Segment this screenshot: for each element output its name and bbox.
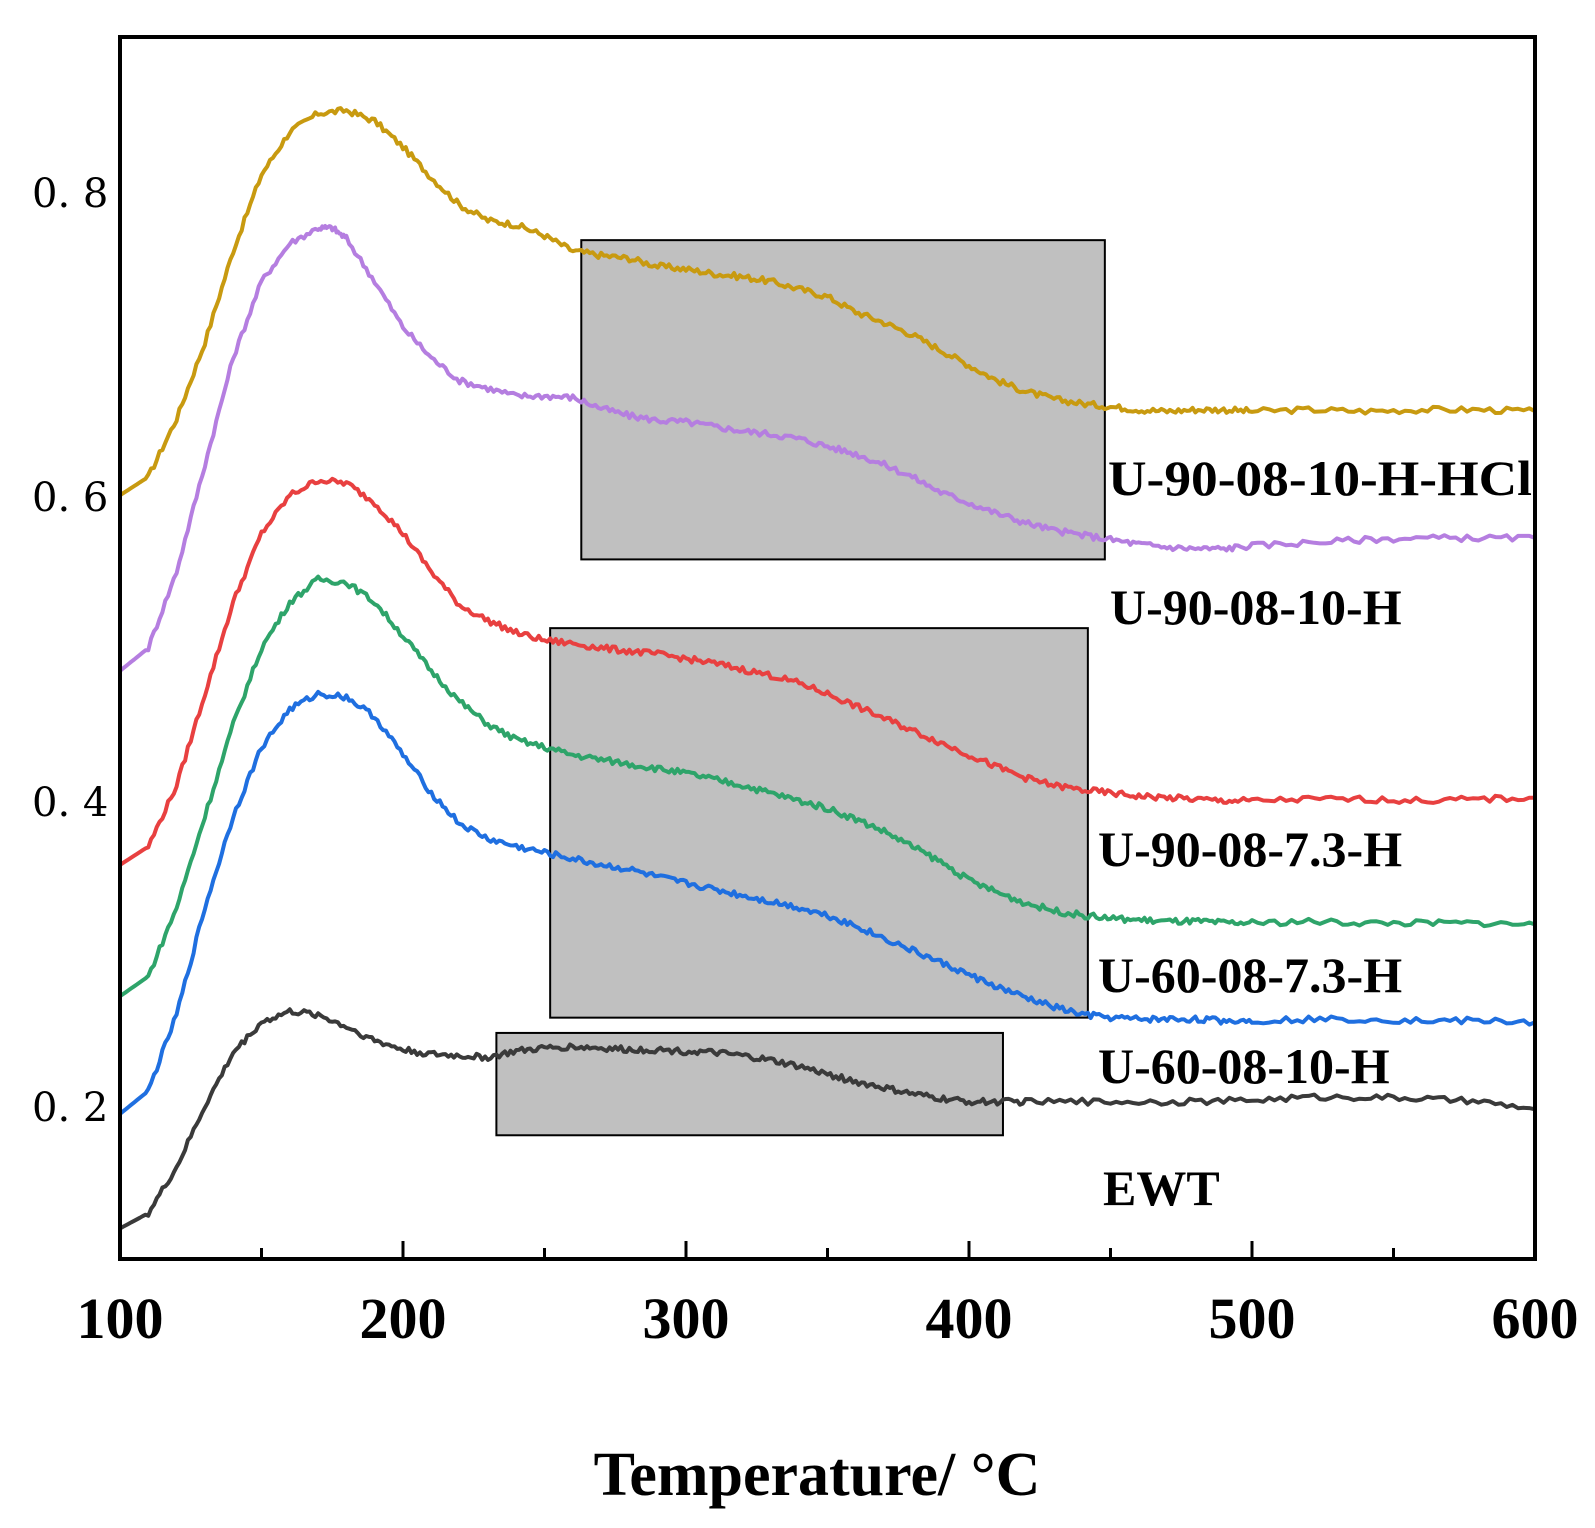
y-tick-label-0.2: 0. 2: [32, 1085, 108, 1131]
series-line-u-60-08-10-h: [118, 689, 1536, 1116]
series-line-u-60-08-7-3-h: [118, 574, 1536, 998]
x-tick-label-500: 500: [1209, 1286, 1296, 1351]
y-tick-label-0.8: 0. 8: [32, 171, 108, 217]
label-u-90-08-7-3-h: U-90-08-7.3-H: [1098, 821, 1402, 877]
y-tick-label-0.4: 0. 4: [32, 780, 108, 826]
label-u-90-08-10-h: U-90-08-10-H: [1110, 579, 1402, 635]
x-tick-label-600: 600: [1492, 1286, 1579, 1351]
x-tick-label-200: 200: [360, 1286, 447, 1351]
series-line-ewt: [119, 1007, 1536, 1231]
x-tick-label-300: 300: [643, 1286, 730, 1351]
series-lines: [118, 106, 1536, 1231]
label-u-90-08-10-h-hcl: U-90-08-10-H-HCl: [1108, 450, 1532, 506]
series-line-u-90-08-7-3-h: [118, 476, 1535, 867]
box-middle: [549, 627, 1089, 1019]
x-tick-label-100: 100: [77, 1286, 164, 1351]
box-lower: [495, 1031, 1004, 1137]
label-u-60-08-10-h: U-60-08-10-H: [1098, 1038, 1390, 1094]
axis-ticks: [118, 1241, 1537, 1259]
label-ewt: EWT: [1103, 1160, 1220, 1216]
x-tick-label-400: 400: [926, 1286, 1013, 1351]
series-line-u-90-08-10-h-hcl: [118, 106, 1536, 497]
box-upper: [580, 239, 1106, 561]
series-line-u-90-08-10-h: [118, 224, 1536, 673]
label-u-60-08-7-3-h: U-60-08-7.3-H: [1098, 947, 1402, 1003]
highlight-boxes: [495, 239, 1106, 1137]
y-tick-label-0.6: 0. 6: [32, 475, 108, 521]
x-axis-title: Temperature/ °C: [594, 1441, 1041, 1509]
